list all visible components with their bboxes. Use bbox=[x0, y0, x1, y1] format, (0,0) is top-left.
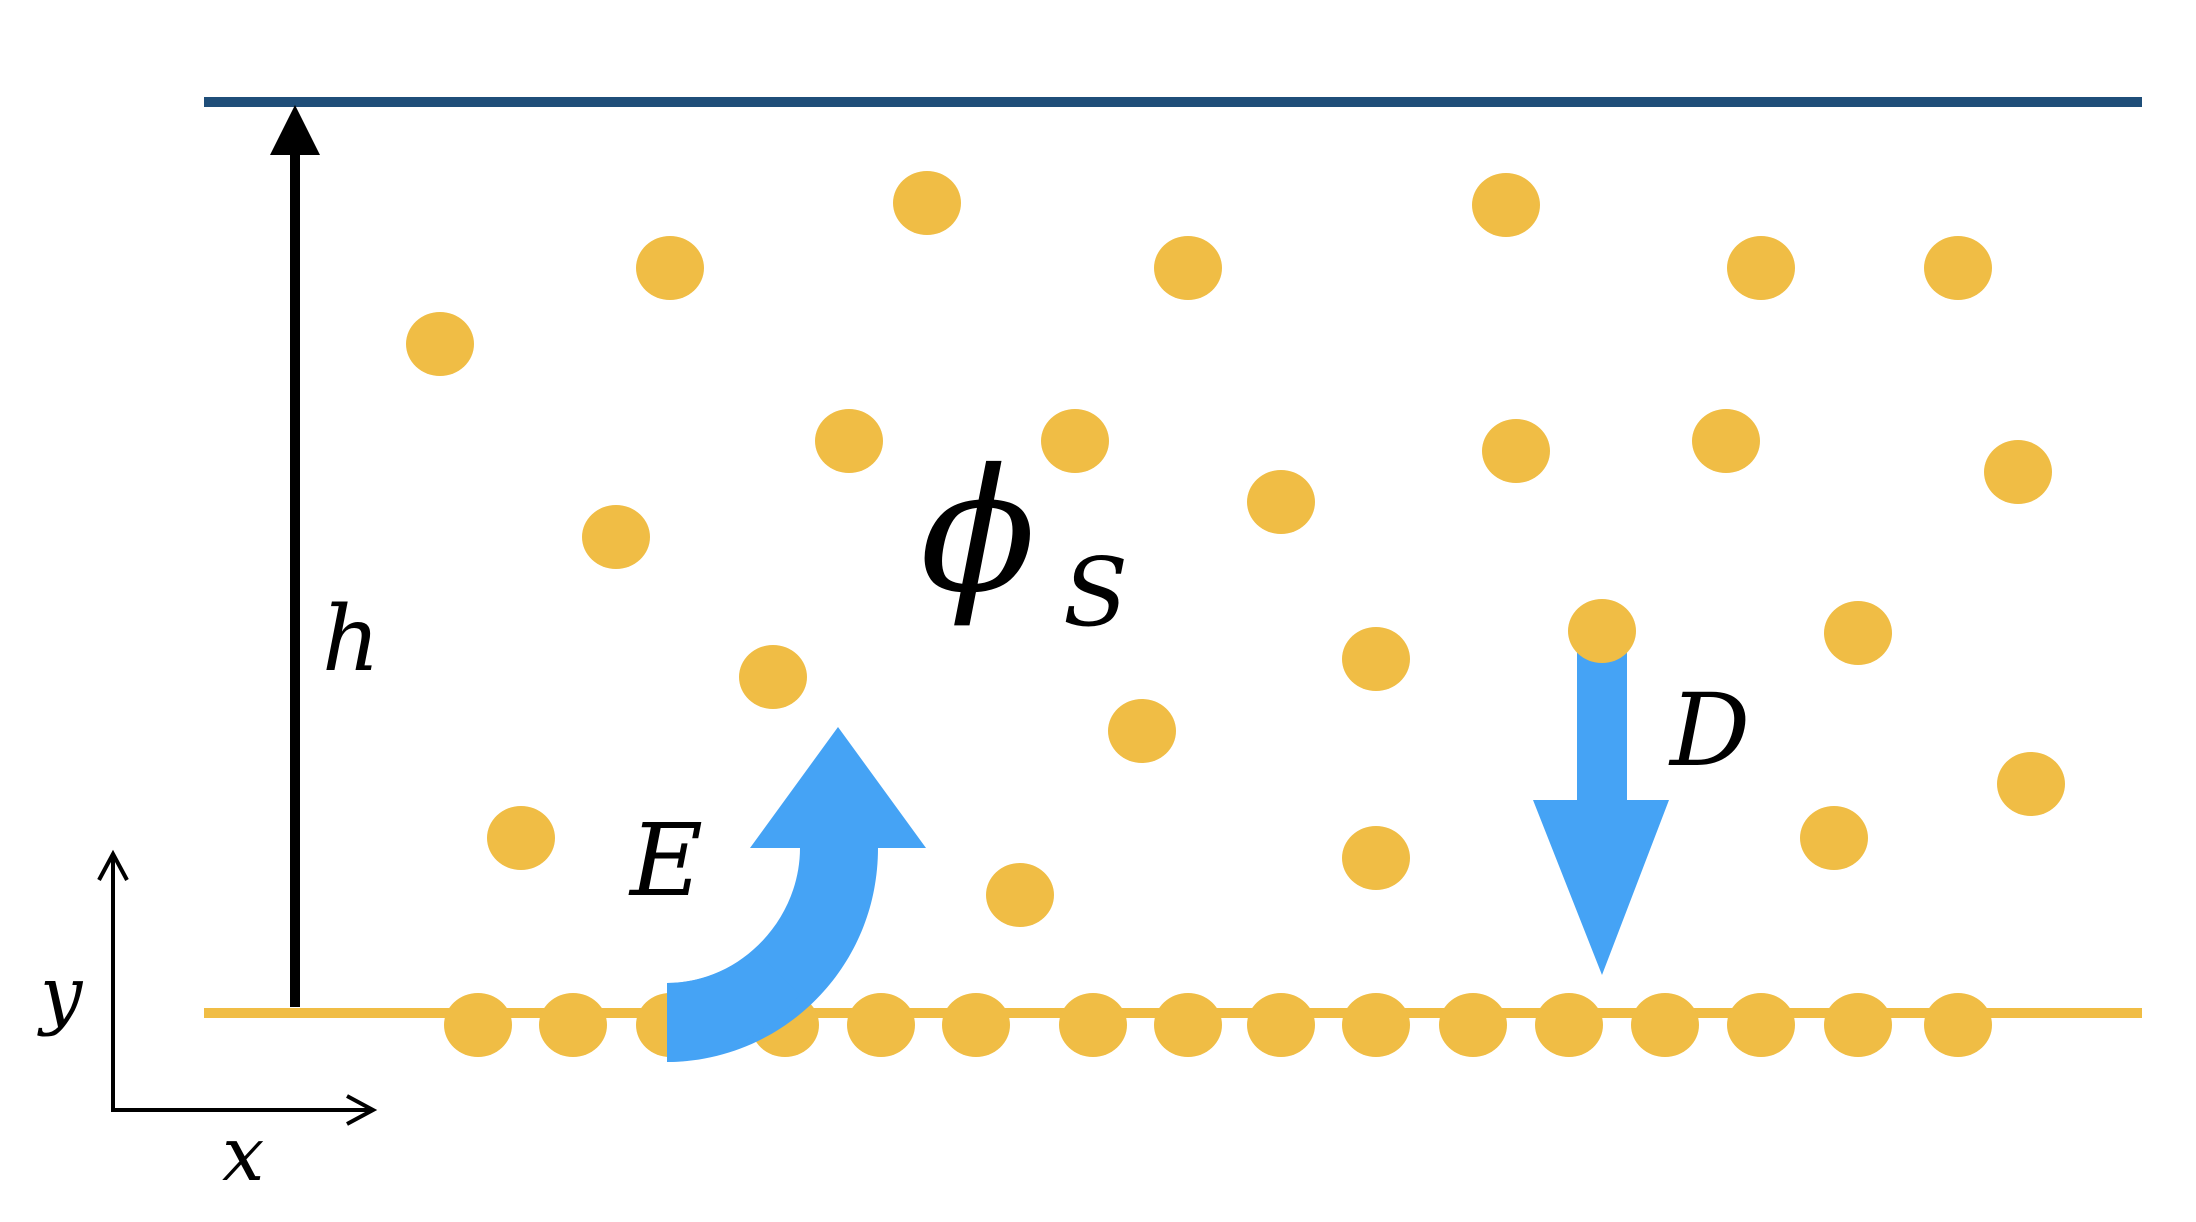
bulk-particle bbox=[815, 409, 883, 473]
label-x: x bbox=[222, 1110, 264, 1198]
bulk-particle bbox=[1154, 236, 1222, 300]
bulk-particle bbox=[739, 645, 807, 709]
bulk-particle bbox=[406, 312, 474, 376]
bulk-particle bbox=[1482, 419, 1550, 483]
bulk-particle bbox=[986, 863, 1054, 927]
label-E: E bbox=[628, 802, 703, 919]
bulk-particle bbox=[1342, 627, 1410, 691]
bulk-particle bbox=[1924, 236, 1992, 300]
deposition-arrow bbox=[1533, 640, 1669, 975]
depositing-particle bbox=[1568, 599, 1636, 663]
adsorbed-particle bbox=[1535, 993, 1603, 1057]
bulk-particle bbox=[1108, 699, 1176, 763]
adsorbed-particle bbox=[1154, 993, 1222, 1057]
bulk-particle bbox=[1692, 409, 1760, 473]
x-axis-arrowhead bbox=[346, 1094, 378, 1126]
adsorbed-particle bbox=[1439, 993, 1507, 1057]
bulk-particle bbox=[1247, 470, 1315, 534]
adsorbed-particle bbox=[1727, 993, 1795, 1057]
adsorbed-particle bbox=[1247, 993, 1315, 1057]
adsorbed-particle bbox=[444, 993, 512, 1057]
bulk-particle bbox=[1727, 236, 1795, 300]
label-phi: ϕ bbox=[920, 433, 1036, 631]
bulk-particle bbox=[582, 505, 650, 569]
adsorbed-particle bbox=[1924, 993, 1992, 1057]
bulk-particle bbox=[1824, 601, 1892, 665]
bulk-particle bbox=[1984, 440, 2052, 504]
bulk-particle bbox=[636, 236, 704, 300]
adsorbed-particle bbox=[1342, 993, 1410, 1057]
bulk-particle bbox=[1997, 752, 2065, 816]
label-h: h bbox=[322, 587, 380, 692]
label-D: D bbox=[1668, 672, 1750, 789]
bulk-particles bbox=[406, 171, 2065, 927]
adsorbed-particle bbox=[1059, 993, 1127, 1057]
adsorbed-particle bbox=[942, 993, 1010, 1057]
bulk-particle bbox=[487, 806, 555, 870]
adsorbed-particle bbox=[1824, 993, 1892, 1057]
adsorbed-particle bbox=[539, 993, 607, 1057]
label-phi-subscript: S bbox=[1063, 538, 1128, 648]
bulk-particle bbox=[1472, 173, 1540, 237]
bulk-particle bbox=[1800, 806, 1868, 870]
emission-arrow-tail bbox=[667, 950, 800, 1062]
bulk-particle bbox=[1342, 826, 1410, 890]
y-axis-arrowhead bbox=[97, 849, 129, 881]
bulk-particle bbox=[893, 171, 961, 235]
height-arrowhead bbox=[270, 105, 320, 155]
bulk-particle bbox=[1041, 409, 1109, 473]
label-y: y bbox=[37, 950, 84, 1038]
adsorbed-particle bbox=[847, 993, 915, 1057]
adsorbed-particle bbox=[1631, 993, 1699, 1057]
